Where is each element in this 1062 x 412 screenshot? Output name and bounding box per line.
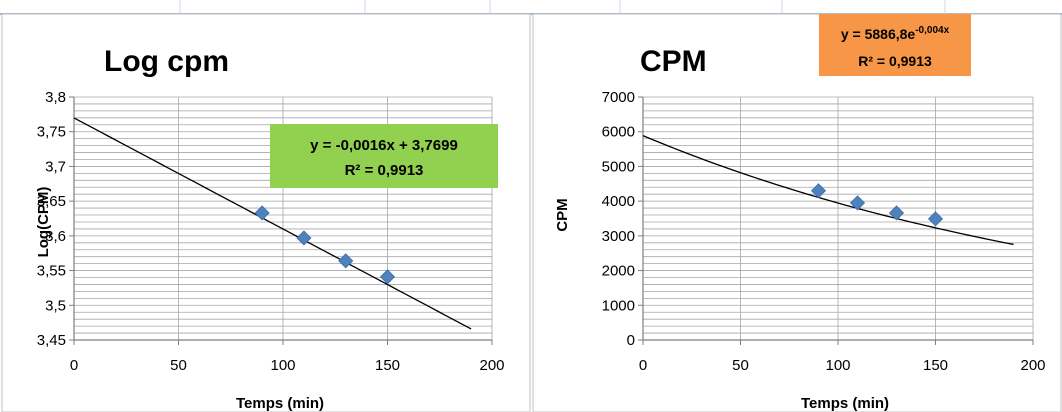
trendline xyxy=(73,117,472,330)
data-points-2 xyxy=(810,183,944,227)
y-axis-label-2: CPM xyxy=(554,198,571,231)
trendline-2 xyxy=(642,135,1014,246)
x-tick-label: 0 xyxy=(70,357,78,374)
trend-r2-1: R² = 0,9913 xyxy=(345,162,424,179)
data-point xyxy=(888,205,905,221)
data-point xyxy=(338,253,354,269)
trend-equation-base-2: y = 5886,8e xyxy=(841,26,916,42)
x-tick-label: 150 xyxy=(923,357,948,374)
chart-area-2 xyxy=(532,13,1062,412)
equation-box-1: y = -0,0016x + 3,7699 R² = 0,9913 xyxy=(270,124,498,188)
y-axis-label-1: Log(CPM) xyxy=(35,187,52,258)
cpm-chart: CPM 0 1000 2000 3000 4000 5000 6000 7000 0 50 100… xyxy=(532,13,1062,412)
data-points-1 xyxy=(254,205,396,285)
equation-box-bg-1 xyxy=(270,124,498,188)
x-tick-label: 100 xyxy=(825,357,850,374)
equation-box-2: y = 5886,8e-0,004x R² = 0,9913 xyxy=(819,14,971,76)
data-point xyxy=(810,183,827,199)
data-point xyxy=(379,269,396,285)
log-cpm-chart: Log cpm 3,45 3,5 3,55 3,6 3,65 3,7 3,75 3,8 0 50… xyxy=(1,13,531,412)
y-tick-label: 3,65 xyxy=(37,193,66,210)
trend-equation-2: y = 5886,8e-0,004x xyxy=(841,25,950,42)
x-tick-labels-1: 0 50 100 150 200 xyxy=(70,340,505,374)
y-tick-label: 6000 xyxy=(602,124,635,141)
y-tick-label: 3,55 xyxy=(37,263,66,280)
y-tick-label: 3,45 xyxy=(37,332,66,349)
sheet-top-strip xyxy=(0,0,1062,15)
x-tick-label: 150 xyxy=(375,357,400,374)
trendline xyxy=(642,135,1014,246)
y-tick-labels-1: 3,45 3,5 3,55 3,6 3,65 3,7 3,75 3,8 xyxy=(37,89,74,349)
y-tick-label: 3,7 xyxy=(45,158,66,175)
y-tick-label: 3,8 xyxy=(45,89,66,106)
trend-equation-exp-2: -0,004x xyxy=(915,25,949,36)
y-tick-label: 1000 xyxy=(602,297,635,314)
y-tick-label: 0 xyxy=(627,332,635,349)
y-tick-label: 2000 xyxy=(602,263,635,280)
x-axis-label-2: Temps (min) xyxy=(801,395,889,412)
data-point xyxy=(254,205,270,221)
x-tick-labels-2: 0 50 100 150 200 xyxy=(639,340,1046,374)
x-tick-label: 50 xyxy=(732,357,749,374)
y-tick-label: 3000 xyxy=(602,228,635,245)
y-tick-label: 4000 xyxy=(602,193,635,210)
data-point xyxy=(296,230,312,246)
trendline-1 xyxy=(73,117,472,330)
x-tick-label: 50 xyxy=(170,357,187,374)
x-axis-label-1: Temps (min) xyxy=(236,395,324,412)
data-point xyxy=(927,211,944,227)
data-point xyxy=(849,195,866,211)
x-tick-label: 100 xyxy=(270,357,295,374)
trend-r2-2: R² = 0,9913 xyxy=(858,53,932,69)
trend-equation-1: y = -0,0016x + 3,7699 xyxy=(310,137,458,154)
x-tick-label: 0 xyxy=(639,357,647,374)
equation-box-bg-2 xyxy=(819,14,971,76)
x-tick-label: 200 xyxy=(1020,357,1045,374)
y-tick-labels-2: 0 1000 2000 3000 4000 5000 6000 7000 xyxy=(602,89,643,349)
y-tick-label: 5000 xyxy=(602,158,635,175)
y-tick-label: 7000 xyxy=(602,89,635,106)
x-tick-label: 200 xyxy=(479,357,504,374)
y-tick-label: 3,5 xyxy=(45,297,66,314)
y-tick-label: 3,75 xyxy=(37,124,66,141)
chart-title-1: Log cpm xyxy=(104,45,229,78)
chart-title-2: CPM xyxy=(640,45,707,78)
y-tick-label: 3,6 xyxy=(45,228,66,245)
